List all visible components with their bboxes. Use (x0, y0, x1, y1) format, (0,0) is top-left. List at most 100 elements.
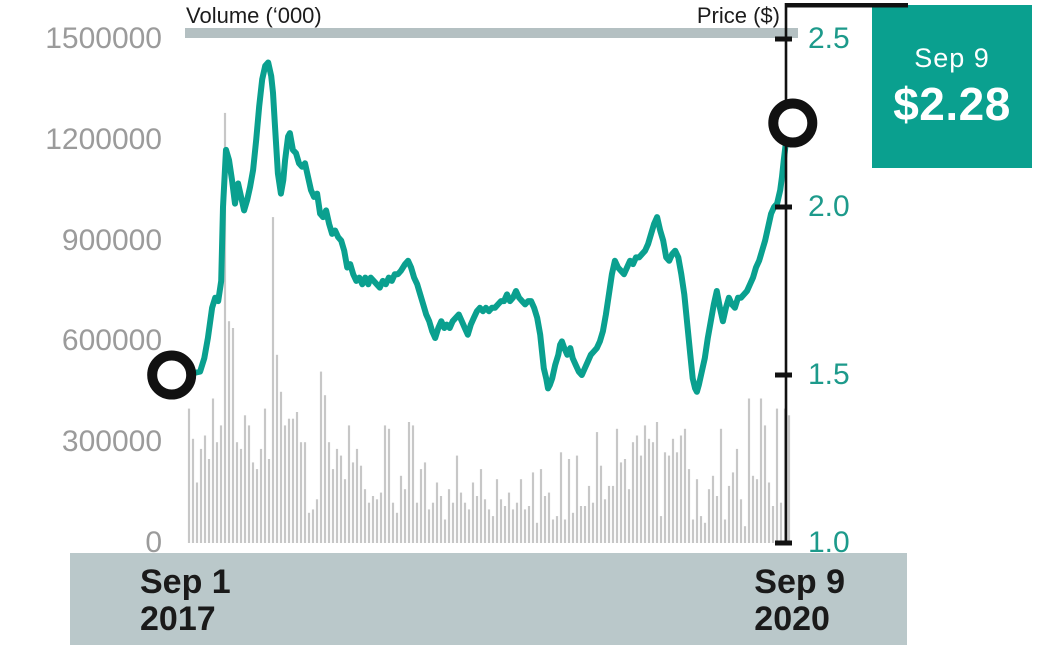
volume-bar (723, 519, 727, 543)
volume-bar (347, 425, 351, 543)
volume-bar (751, 475, 755, 543)
volume-bar (595, 432, 599, 543)
volume-bar (447, 489, 451, 543)
volume-bar (487, 509, 491, 543)
volume-bar (387, 428, 391, 543)
volume-bar (303, 442, 307, 543)
volume-bar (235, 442, 239, 543)
volume-bar (539, 469, 543, 543)
volume-bar (415, 502, 419, 543)
end-date-label: Sep 9 2020 (754, 564, 845, 638)
volume-bar (475, 496, 479, 543)
volume-bar (779, 502, 783, 543)
volume-bar (471, 482, 475, 543)
price-axis-line (784, 3, 788, 545)
volume-bar (459, 492, 463, 543)
price-axis-tick-mark (775, 540, 792, 546)
volume-bar (543, 496, 547, 543)
volume-bar (307, 512, 311, 543)
volume-bar (607, 485, 611, 543)
volume-bar (683, 428, 687, 543)
volume-bar (483, 499, 487, 543)
volume-bar (403, 489, 407, 543)
volume-bar (739, 499, 743, 543)
volume-bar (787, 415, 791, 543)
volume-bar (499, 499, 503, 543)
volume-bar (463, 502, 467, 543)
volume-bar (399, 475, 403, 543)
volume-bar (591, 502, 595, 543)
price-tick-label: 1.0 (808, 526, 850, 559)
volume-bar (747, 398, 751, 543)
volume-bar (627, 489, 631, 543)
volume-bar (319, 371, 323, 543)
volume-bar (411, 425, 415, 543)
start-date-line2: 2017 (140, 600, 216, 638)
volume-bar (603, 499, 607, 543)
volume-bar (755, 479, 759, 543)
latest-price-callout: Sep 9 $2.28 (872, 5, 1032, 168)
volume-bar (315, 499, 319, 543)
volume-bar (547, 492, 551, 543)
price-tick-label: 1.5 (808, 358, 850, 391)
volume-bar (731, 472, 735, 543)
volume-bar (435, 482, 439, 543)
volume-bar (423, 462, 427, 543)
volume-bar (759, 398, 763, 543)
volume-bar (275, 354, 279, 543)
volume-bar (687, 469, 691, 543)
volume-bar (395, 512, 399, 543)
volume-bar (619, 462, 623, 543)
volume-bar (259, 448, 263, 543)
volume-bar (419, 469, 423, 543)
volume-bar (247, 425, 251, 543)
volume-bar (295, 412, 299, 543)
volume-bar (667, 455, 671, 543)
volume-bar (215, 442, 219, 543)
price-axis-tick-mark (775, 36, 792, 42)
volume-bar (251, 462, 255, 543)
volume-bar (367, 502, 371, 543)
volume-bar (691, 519, 695, 543)
volume-bar (431, 502, 435, 543)
volume-bar (375, 499, 379, 543)
volume-bars (187, 112, 791, 544)
volume-bar (527, 506, 531, 543)
volume-bar (767, 482, 771, 543)
price-line (182, 59, 791, 395)
volume-bar (531, 472, 535, 543)
volume-bar (323, 395, 327, 543)
end-marker-circle (768, 98, 818, 148)
volume-bar (231, 328, 235, 543)
volume-bar (583, 506, 587, 543)
volume-bar (599, 465, 603, 543)
top-gridline-bar (185, 28, 798, 38)
volume-bar (647, 438, 651, 543)
start-date-line1: Sep 1 (140, 563, 231, 601)
volume-bar (635, 435, 639, 543)
volume-bar (479, 469, 483, 543)
volume-bar (363, 489, 367, 543)
volume-bar (571, 512, 575, 543)
price-axis-tick-mark (775, 204, 792, 210)
volume-bar (611, 485, 615, 543)
callout-connector-line (786, 3, 908, 8)
volume-bar (279, 391, 283, 543)
volume-bar (655, 422, 659, 543)
volume-bar (575, 455, 579, 543)
volume-bar (207, 459, 211, 543)
volume-bar (519, 479, 523, 543)
volume-bar (443, 519, 447, 543)
start-date-label: Sep 1 2017 (140, 564, 231, 638)
volume-bar (615, 428, 619, 543)
volume-bar (699, 516, 703, 543)
volume-bar (631, 442, 635, 543)
volume-bar (711, 475, 715, 543)
volume-bar (659, 516, 663, 543)
volume-axis-title: Volume (‘000) (186, 3, 322, 28)
volume-bar (727, 485, 731, 543)
volume-bar (195, 482, 199, 543)
volume-bar (335, 448, 339, 543)
